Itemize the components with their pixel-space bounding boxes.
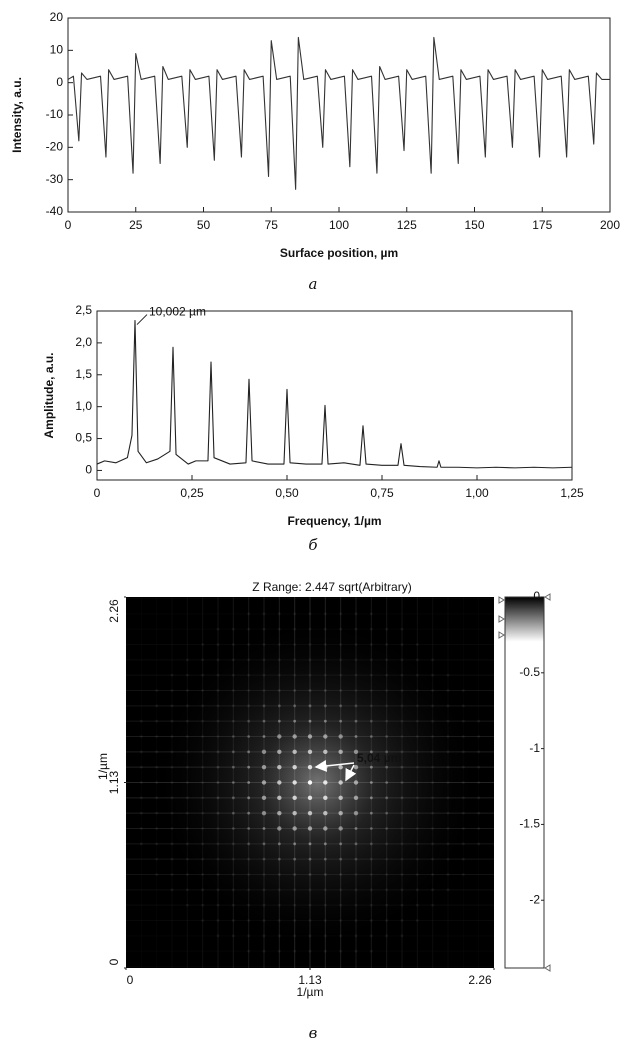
x-tick-label: 0 <box>65 218 72 232</box>
glow <box>126 597 494 968</box>
x-tick-label: 1.13 <box>298 973 322 987</box>
spectrum-pattern <box>126 597 494 968</box>
annotation-arrow <box>345 764 357 782</box>
x-tick-label: 175 <box>532 218 552 232</box>
x-tick-label: 100 <box>329 218 349 232</box>
y-tick-label: -10 <box>46 107 64 121</box>
y-tick-label: 0,5 <box>75 431 92 445</box>
y-tick-label: 0 <box>107 958 121 965</box>
colorbar-marker <box>544 964 551 972</box>
x-tick-label: 0,75 <box>370 486 394 500</box>
colorbar-marker <box>498 596 505 604</box>
x-tick-label: 125 <box>397 218 417 232</box>
caption: в <box>309 1024 318 1042</box>
plot-frame <box>67 17 611 213</box>
y-tick-label: 20 <box>50 10 64 24</box>
colorbar-marker <box>498 631 505 639</box>
image-title: Z Range: 2.447 sqrt(Arbitrary) <box>252 580 411 594</box>
annotation-leader <box>136 314 148 325</box>
annotation: 10,002 µm <box>149 305 206 319</box>
y-tick-label: -30 <box>46 172 64 186</box>
x-tick-label: 150 <box>464 218 484 232</box>
y-tick-label: 2.26 <box>107 599 121 623</box>
colorbar-tick-label: -0.5 <box>519 665 540 679</box>
x-axis-label: Surface position, µm <box>280 246 398 260</box>
colorbar-tick-label: 0 <box>533 589 540 603</box>
y-tick-label: -20 <box>46 140 64 154</box>
x-tick-label: 1,00 <box>465 486 489 500</box>
y-tick-label: 1.13 <box>107 770 121 794</box>
y-tick-label: 1,5 <box>75 367 92 381</box>
annotation-arrow <box>314 759 355 772</box>
x-tick-label: 0 <box>94 486 101 500</box>
colorbar-tick-label: -1 <box>529 741 540 755</box>
y-tick-label: 2,5 <box>75 303 92 317</box>
x-axis-label: Frequency, 1/µm <box>287 514 381 528</box>
x-tick-label: 0,50 <box>275 486 299 500</box>
x-axis-label: 1/µm <box>297 985 324 999</box>
y-tick-label: -40 <box>46 204 64 218</box>
x-tick-label: 0 <box>127 973 134 987</box>
colorbar-tick-label: -2 <box>529 892 540 906</box>
y-tick-label: 0 <box>56 75 63 89</box>
data-line <box>96 320 573 469</box>
caption: а <box>309 275 318 293</box>
y-tick-label: 2,0 <box>75 335 92 349</box>
y-axis-label: 1/µm <box>96 753 110 780</box>
colorbar-tick-label: -1.5 <box>519 817 540 831</box>
y-tick-label: 10 <box>50 43 64 57</box>
y-tick-label: 1,0 <box>75 399 92 413</box>
y-axis-label: Intensity, a.u. <box>10 77 24 153</box>
colorbar <box>504 596 545 969</box>
x-tick-label: 75 <box>265 218 279 232</box>
x-tick-label: 0,25 <box>180 486 204 500</box>
x-tick-label: 1,25 <box>560 486 584 500</box>
caption: б <box>308 536 318 554</box>
x-tick-label: 50 <box>197 218 211 232</box>
y-tick-label: 0 <box>85 463 92 477</box>
annotation: 5,04 µm <box>357 751 401 765</box>
x-tick-label: 200 <box>600 218 620 232</box>
colorbar-marker <box>544 593 551 601</box>
x-tick-label: 2.26 <box>468 973 492 987</box>
y-axis-label: Amplitude, a.u. <box>42 352 56 438</box>
x-tick-label: 25 <box>129 218 143 232</box>
data-line <box>67 36 610 190</box>
colorbar-marker <box>498 615 505 623</box>
plot-frame <box>96 310 573 481</box>
